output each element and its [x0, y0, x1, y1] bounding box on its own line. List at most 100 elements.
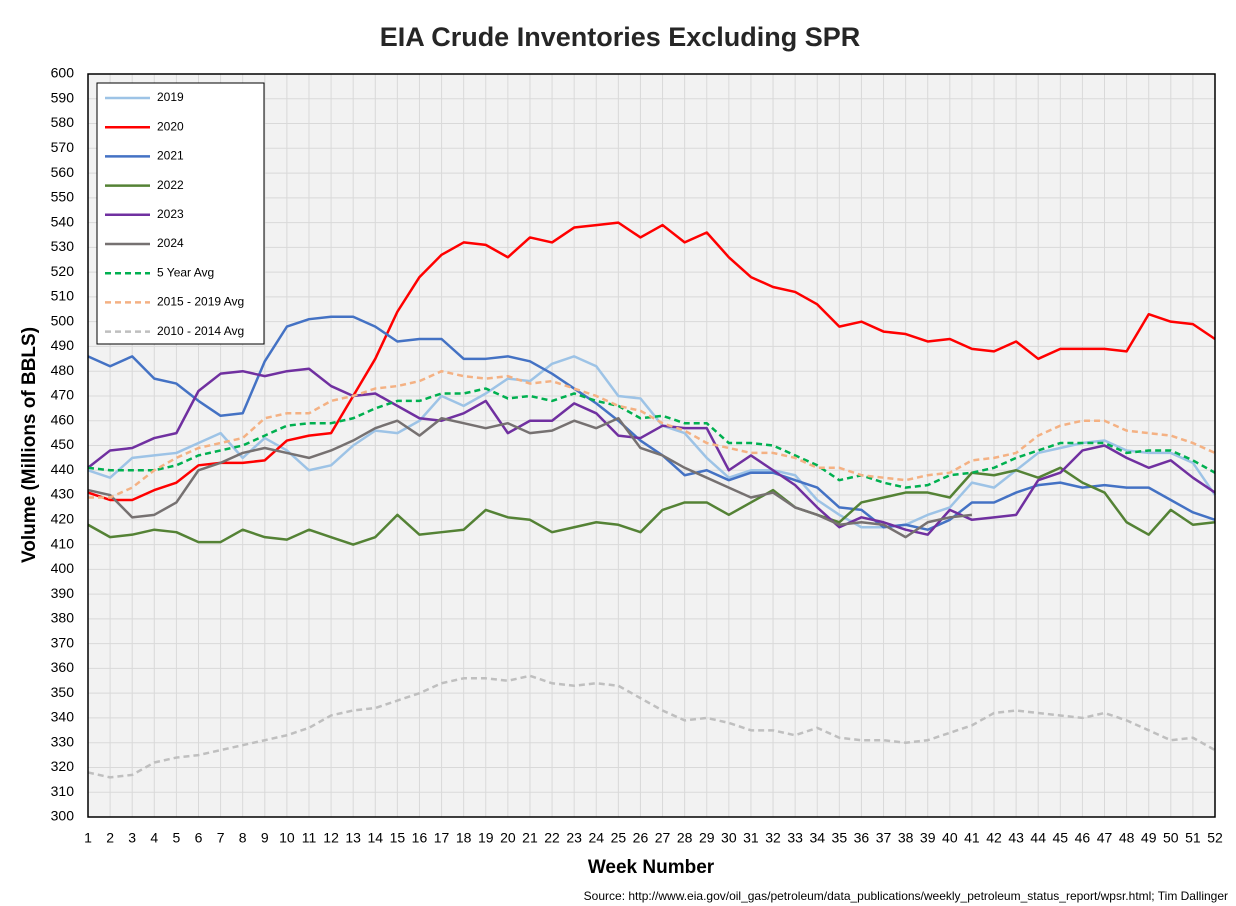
- x-tick-label: 7: [217, 830, 225, 846]
- x-tick-label: 33: [787, 830, 803, 846]
- x-tick-label: 46: [1075, 830, 1091, 846]
- series-line: [87, 315, 1216, 531]
- x-tick-label: 39: [920, 830, 936, 846]
- x-tick-label: 17: [434, 830, 450, 846]
- x-tick-label: 25: [611, 830, 627, 846]
- x-tick-label: 26: [633, 830, 649, 846]
- legend-label: 2021: [157, 149, 184, 163]
- x-tick-label: 32: [765, 830, 781, 846]
- y-tick-label: 460: [51, 411, 75, 427]
- y-tick-label: 500: [51, 312, 75, 328]
- series-line: [87, 466, 1216, 546]
- x-tick-label: 45: [1053, 830, 1069, 846]
- y-tick-label: 590: [51, 89, 75, 105]
- y-tick-label: 370: [51, 634, 75, 650]
- y-tick-label: 440: [51, 461, 75, 477]
- y-tick-label: 570: [51, 139, 75, 155]
- y-tick-label: 300: [51, 808, 75, 824]
- y-tick-label: 310: [51, 783, 75, 799]
- y-tick-label: 600: [51, 65, 75, 81]
- legend-label: 2020: [157, 119, 184, 133]
- legend-label: 5 Year Avg: [157, 265, 214, 279]
- x-tick-label: 34: [809, 830, 825, 846]
- y-tick-label: 450: [51, 436, 75, 452]
- series-line: [87, 387, 1216, 489]
- y-tick-label: 350: [51, 684, 75, 700]
- x-tick-label: 30: [721, 830, 737, 846]
- x-tick-label: 50: [1163, 830, 1179, 846]
- y-tick-label: 510: [51, 288, 75, 304]
- x-tick-label: 19: [478, 830, 494, 846]
- x-tick-label: 38: [898, 830, 914, 846]
- x-tick-label: 8: [239, 830, 247, 846]
- x-tick-label: 21: [522, 830, 538, 846]
- series-line: [87, 417, 973, 539]
- x-tick-label: 23: [566, 830, 582, 846]
- x-tick-label: 29: [699, 830, 715, 846]
- x-tick-label: 44: [1030, 830, 1046, 846]
- y-tick-label: 530: [51, 238, 75, 254]
- chart-title: EIA Crude Inventories Excluding SPR: [380, 22, 861, 52]
- x-tick-label: 11: [302, 830, 317, 846]
- y-tick-label: 470: [51, 387, 75, 403]
- x-tick-label: 15: [390, 830, 406, 846]
- x-tick-label: 47: [1097, 830, 1113, 846]
- x-tick-label: 49: [1141, 830, 1157, 846]
- x-tick-label: 31: [743, 830, 759, 846]
- y-tick-label: 560: [51, 164, 75, 180]
- x-tick-label: 40: [942, 830, 958, 846]
- x-tick-label: 28: [677, 830, 693, 846]
- x-tick-label: 13: [345, 830, 361, 846]
- legend-label: 2015 - 2019 Avg: [157, 295, 244, 309]
- x-tick-label: 35: [832, 830, 848, 846]
- y-tick-label: 410: [51, 535, 75, 551]
- x-tick-label: 48: [1119, 830, 1135, 846]
- legend-label: 2024: [157, 236, 184, 250]
- x-tick-label: 4: [150, 830, 158, 846]
- x-tick-label: 14: [367, 830, 383, 846]
- x-tick-label: 18: [456, 830, 472, 846]
- y-tick-label: 380: [51, 610, 75, 626]
- x-tick-label: 36: [854, 830, 870, 846]
- x-tick-label: 20: [500, 830, 516, 846]
- y-tick-label: 340: [51, 709, 75, 725]
- series-line: [87, 355, 1217, 529]
- y-tick-label: 390: [51, 585, 75, 601]
- series-line: [87, 674, 1216, 779]
- x-axis-label: Week Number: [588, 857, 715, 878]
- x-tick-label: 51: [1185, 830, 1201, 846]
- y-tick-label: 430: [51, 486, 75, 502]
- x-tick-label: 5: [172, 830, 180, 846]
- legend-label: 2022: [157, 178, 184, 192]
- x-tick-label: 16: [412, 830, 428, 846]
- legend-label: 2019: [157, 90, 184, 104]
- legend-label: 2010 - 2014 Avg: [157, 324, 244, 338]
- y-tick-label: 540: [51, 213, 75, 229]
- source-note: Source: http://www.eia.gov/oil_gas/petro…: [584, 889, 1228, 903]
- x-tick-label: 52: [1207, 830, 1223, 846]
- x-tick-label: 24: [588, 830, 604, 846]
- y-tick-label: 330: [51, 733, 75, 749]
- y-tick-label: 320: [51, 758, 75, 774]
- series-line: [87, 367, 1216, 536]
- y-tick-label: 490: [51, 337, 75, 353]
- x-tick-label: 42: [986, 830, 1002, 846]
- x-tick-label: 9: [261, 830, 269, 846]
- y-tick-label: 580: [51, 114, 75, 130]
- x-tick-label: 12: [323, 830, 339, 846]
- series-line: [88, 369, 1216, 499]
- x-tick-label: 3: [128, 830, 136, 846]
- legend-label: 2023: [157, 207, 184, 221]
- plot-border: [87, 73, 1216, 818]
- x-tick-label: 22: [544, 830, 560, 846]
- y-tick-label: 480: [51, 362, 75, 378]
- y-tick-label: 520: [51, 263, 75, 279]
- x-tick-label: 41: [964, 830, 980, 846]
- y-tick-label: 400: [51, 560, 75, 576]
- x-tick-label: 43: [1008, 830, 1024, 846]
- x-tick-label: 2: [106, 830, 114, 846]
- x-tick-label: 1: [84, 830, 92, 846]
- x-tick-label: 6: [195, 830, 203, 846]
- y-axis-label: Volume (Millions of BBLS): [19, 327, 40, 563]
